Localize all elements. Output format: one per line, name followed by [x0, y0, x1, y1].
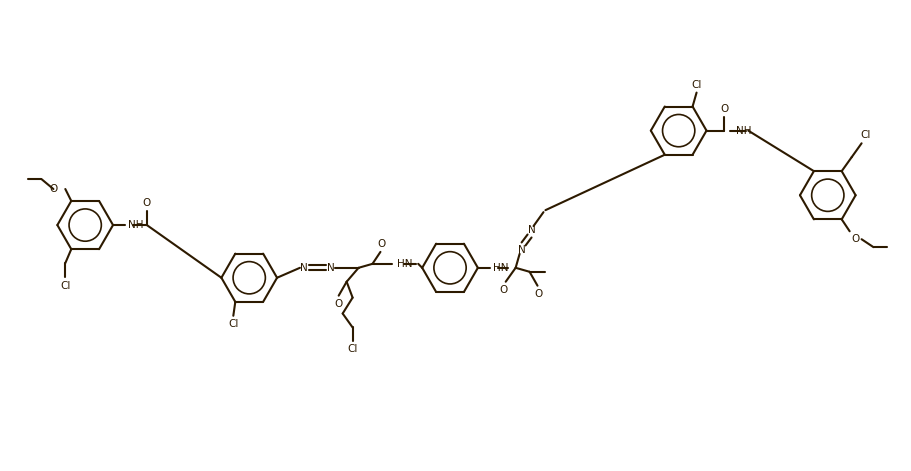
Text: NH: NH: [736, 126, 752, 136]
Text: N: N: [527, 225, 536, 235]
Text: N: N: [300, 263, 308, 273]
Text: N: N: [327, 263, 334, 273]
Text: O: O: [852, 234, 860, 244]
Text: Cl: Cl: [347, 344, 358, 354]
Text: NH: NH: [128, 220, 143, 230]
Text: N: N: [517, 245, 526, 255]
Text: Cl: Cl: [228, 319, 239, 329]
Text: Cl: Cl: [60, 281, 70, 291]
Text: O: O: [49, 184, 57, 194]
Text: Cl: Cl: [860, 130, 871, 140]
Text: O: O: [334, 299, 343, 309]
Text: O: O: [377, 239, 385, 249]
Text: O: O: [143, 198, 151, 208]
Text: O: O: [721, 104, 729, 114]
Text: O: O: [499, 284, 507, 295]
Text: Cl: Cl: [691, 80, 701, 89]
Text: HN: HN: [493, 263, 508, 273]
Text: O: O: [535, 289, 543, 299]
Text: HN: HN: [397, 259, 413, 269]
